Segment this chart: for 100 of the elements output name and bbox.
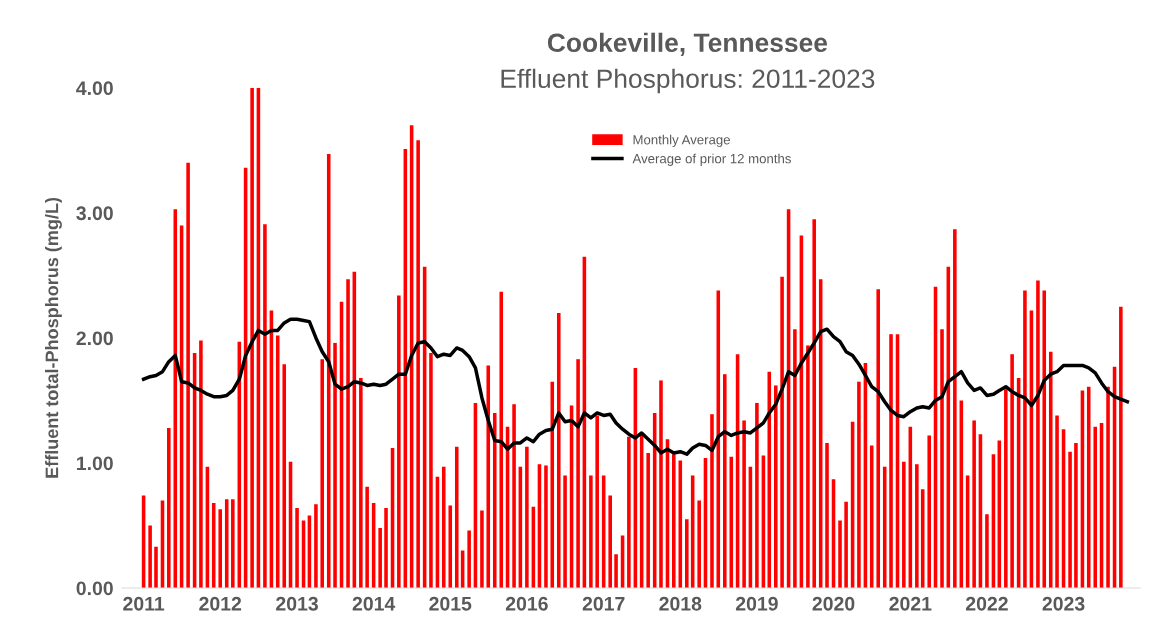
- bar: [359, 377, 363, 589]
- bar: [563, 475, 567, 589]
- legend-label: Monthly Average: [633, 134, 730, 148]
- bar: [556, 312, 561, 589]
- x-tick-label: 2023: [1042, 596, 1085, 611]
- bar: [697, 500, 701, 589]
- bar: [1068, 451, 1072, 589]
- bar: [384, 507, 388, 589]
- bar: [550, 381, 555, 589]
- bar: [940, 329, 944, 589]
- y-tick-label: 1.00: [77, 456, 113, 471]
- bar: [627, 436, 631, 589]
- bar: [844, 501, 848, 589]
- bar: [499, 291, 504, 589]
- x-tick-label: 2012: [199, 596, 242, 611]
- x-tick-label: 2017: [582, 596, 625, 611]
- x-tick-label: 2015: [429, 596, 472, 611]
- bar: [167, 427, 171, 589]
- y-tick-label: 0.00: [76, 581, 113, 596]
- bar: [1004, 389, 1008, 589]
- bar: [148, 525, 152, 589]
- bar: [646, 452, 650, 589]
- bar: [1106, 386, 1110, 589]
- bar: [780, 276, 784, 589]
- x-tick-label: 2018: [659, 596, 702, 611]
- chart-subtitle: Effluent Phosphorus: 2011-2023: [501, 68, 875, 94]
- bar: [199, 340, 203, 589]
- bar: [1010, 354, 1014, 589]
- y-axis-title: Effluent total-Phosphorus (mg/L): [45, 197, 62, 478]
- bar: [275, 335, 280, 589]
- bar: [295, 507, 299, 589]
- bar: [882, 466, 887, 589]
- bar: [710, 414, 714, 589]
- bar: [1048, 351, 1053, 589]
- bar: [378, 527, 382, 589]
- x-tick-label: 2020: [812, 596, 855, 611]
- bar: [742, 420, 746, 589]
- x-tick-label: 2016: [505, 596, 548, 611]
- bar: [186, 162, 190, 589]
- x-tick-label: 2019: [735, 596, 778, 611]
- bar: [902, 461, 906, 589]
- bar: [486, 365, 491, 589]
- bar: [1023, 290, 1027, 589]
- bar: [1055, 415, 1059, 589]
- bar: [812, 219, 816, 589]
- bar: [953, 229, 957, 589]
- line-series: [141, 317, 1130, 456]
- bar: [320, 359, 325, 589]
- bar: [1036, 280, 1040, 589]
- bar: [314, 504, 318, 589]
- bar: [1074, 442, 1078, 589]
- chart-title: Cookeville, Tennessee: [547, 32, 828, 56]
- bar: [480, 510, 484, 589]
- x-tick-label: 2011: [123, 596, 165, 611]
- bar: [365, 486, 369, 589]
- x-tick-label: 2022: [965, 596, 1008, 611]
- bar: [972, 420, 976, 589]
- bar: [576, 359, 580, 589]
- bar: [231, 499, 235, 589]
- bar: [346, 279, 350, 589]
- bar: [224, 499, 229, 589]
- bar: [154, 546, 158, 589]
- bar: [441, 466, 446, 589]
- bar: [448, 505, 453, 589]
- bar: [250, 87, 254, 589]
- bar: [672, 454, 676, 589]
- bar: [608, 495, 612, 589]
- bar: [525, 446, 529, 589]
- bar: [685, 519, 689, 589]
- x-tick-label: 2013: [276, 596, 318, 611]
- bar: [889, 334, 893, 589]
- bar: [876, 289, 880, 589]
- y-tick-label: 2.00: [76, 331, 113, 346]
- bar: [825, 442, 829, 589]
- bar: [416, 140, 420, 589]
- bar: [512, 404, 516, 589]
- bar: [429, 352, 433, 589]
- bar: [218, 509, 222, 589]
- bar: [544, 465, 548, 589]
- bar: [927, 435, 931, 589]
- bar: [1086, 386, 1091, 589]
- bar: [838, 520, 842, 589]
- bar: [492, 412, 497, 589]
- bar: [333, 342, 337, 589]
- bar: [716, 290, 721, 589]
- bar: [755, 402, 759, 589]
- bar: [1042, 290, 1047, 589]
- bar: [263, 224, 267, 589]
- bar: [595, 415, 599, 589]
- bar: [1119, 306, 1123, 589]
- x-tick-label: 2014: [352, 596, 396, 611]
- bar: [806, 345, 810, 589]
- bar: [589, 475, 593, 589]
- x-tick-label: 2021: [889, 596, 932, 611]
- bar: [282, 364, 287, 589]
- bar: [614, 554, 618, 589]
- bar: [454, 446, 459, 589]
- bar: [467, 530, 471, 589]
- bar: [857, 381, 861, 589]
- y-tick-label: 3.00: [76, 206, 113, 221]
